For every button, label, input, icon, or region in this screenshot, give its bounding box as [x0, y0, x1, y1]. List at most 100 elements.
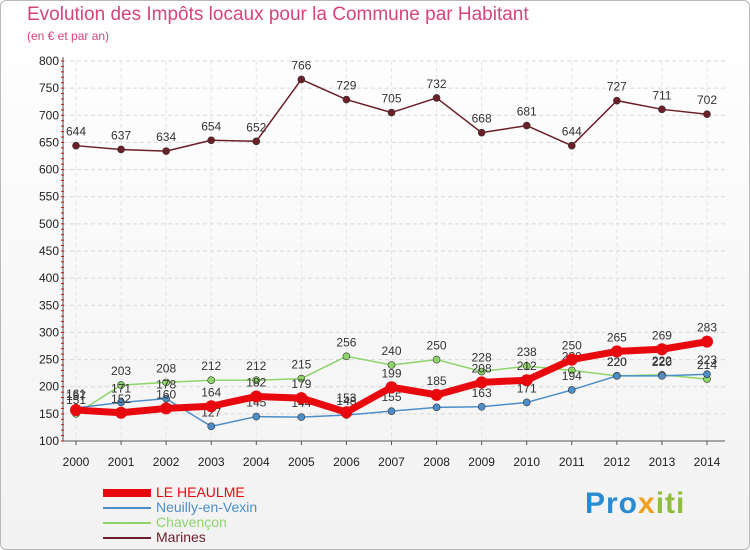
- data-label: 182: [246, 375, 266, 389]
- y-tick-label: 150: [39, 407, 59, 421]
- data-point: [160, 402, 173, 415]
- data-point: [207, 376, 216, 385]
- data-label: 766: [291, 58, 311, 72]
- y-tick-label: 800: [39, 54, 59, 68]
- data-label: 214: [697, 358, 717, 372]
- brand-part-3: iti: [655, 487, 686, 520]
- x-tick-label: 2005: [288, 455, 315, 469]
- data-label: 208: [156, 361, 176, 375]
- data-label: 199: [381, 366, 401, 380]
- data-point: [430, 388, 443, 401]
- data-label: 160: [156, 387, 176, 401]
- legend-label: LE HEAULME: [156, 484, 245, 500]
- data-label: 220: [607, 355, 627, 369]
- data-point: [387, 407, 396, 415]
- data-point: [72, 141, 80, 150]
- data-label: 711: [652, 88, 671, 102]
- x-tick-label: 2006: [333, 455, 360, 469]
- data-label: 637: [111, 128, 131, 142]
- data-point: [522, 121, 531, 130]
- legend-label: Chavençon: [156, 514, 227, 530]
- data-label: 732: [427, 77, 447, 91]
- legend-label: Marines: [156, 529, 206, 545]
- x-tick-label: 2002: [153, 455, 180, 469]
- data-point: [252, 137, 261, 146]
- data-label: 250: [427, 339, 447, 353]
- data-label: 222: [652, 354, 672, 368]
- data-point: [252, 376, 261, 385]
- data-point: [703, 370, 711, 379]
- y-tick-label: 300: [39, 325, 59, 339]
- data-point: [477, 128, 486, 137]
- data-point: [387, 361, 396, 369]
- data-point: [522, 398, 531, 407]
- data-label: 178: [156, 378, 176, 392]
- data-label: 634: [156, 130, 176, 144]
- data-point: [701, 335, 713, 348]
- x-tick-label: 2014: [694, 455, 721, 469]
- brand-logo: Proxiti: [585, 487, 685, 521]
- data-label: 185: [427, 374, 447, 388]
- data-label: 151: [66, 393, 86, 407]
- data-label: 256: [336, 335, 356, 349]
- y-tick-label: 650: [39, 135, 59, 149]
- data-point: [475, 376, 488, 389]
- data-point: [567, 386, 576, 394]
- data-point: [477, 402, 486, 411]
- data-point: [207, 136, 216, 145]
- data-label: 705: [381, 92, 401, 106]
- brand-part-1: Pro: [585, 487, 639, 520]
- data-point: [207, 422, 216, 431]
- data-label: 702: [697, 93, 717, 107]
- data-label: 203: [111, 364, 131, 378]
- legend-swatch: [103, 507, 151, 509]
- y-tick-label: 500: [39, 217, 59, 231]
- data-label: 644: [66, 125, 86, 139]
- data-point: [250, 390, 263, 403]
- data-label: 163: [472, 386, 492, 400]
- data-point: [387, 108, 396, 117]
- data-point: [613, 372, 621, 380]
- data-point: [658, 105, 666, 114]
- data-label: 668: [472, 112, 492, 126]
- data-label: 161: [66, 387, 86, 401]
- data-label: 727: [607, 80, 627, 94]
- data-point: [117, 145, 125, 154]
- data-label: 223: [697, 353, 717, 367]
- x-tick-label: 2008: [423, 455, 450, 469]
- data-point: [295, 392, 308, 405]
- data-label: 148: [336, 394, 356, 408]
- x-tick-label: 2013: [649, 455, 676, 469]
- data-point: [342, 352, 351, 361]
- data-label: 238: [517, 345, 537, 359]
- data-point: [297, 413, 306, 421]
- data-label: 194: [562, 369, 582, 383]
- data-label: 681: [517, 105, 537, 119]
- x-tick-label: 2012: [604, 455, 631, 469]
- data-label: 153: [336, 391, 356, 405]
- data-point: [613, 96, 621, 105]
- y-tick-label: 700: [39, 108, 59, 122]
- data-label: 228: [472, 351, 492, 365]
- data-label: 212: [201, 359, 221, 373]
- data-label: 652: [246, 120, 266, 134]
- data-label: 171: [111, 381, 131, 395]
- data-point: [655, 343, 668, 356]
- data-point: [162, 394, 170, 403]
- x-tick-label: 2000: [63, 455, 90, 469]
- data-label: 208: [472, 361, 492, 375]
- data-point: [117, 398, 125, 407]
- x-tick-label: 2010: [513, 455, 540, 469]
- x-tick-label: 2003: [198, 455, 225, 469]
- data-point: [162, 378, 170, 387]
- data-label: 212: [246, 359, 266, 373]
- data-label: 220: [652, 355, 672, 369]
- x-tick-label: 2011: [559, 455, 585, 469]
- data-label: 152: [111, 392, 131, 406]
- data-point: [565, 353, 578, 366]
- data-label: 164: [201, 385, 221, 399]
- data-label: 250: [562, 339, 582, 353]
- y-tick-label: 450: [39, 244, 59, 258]
